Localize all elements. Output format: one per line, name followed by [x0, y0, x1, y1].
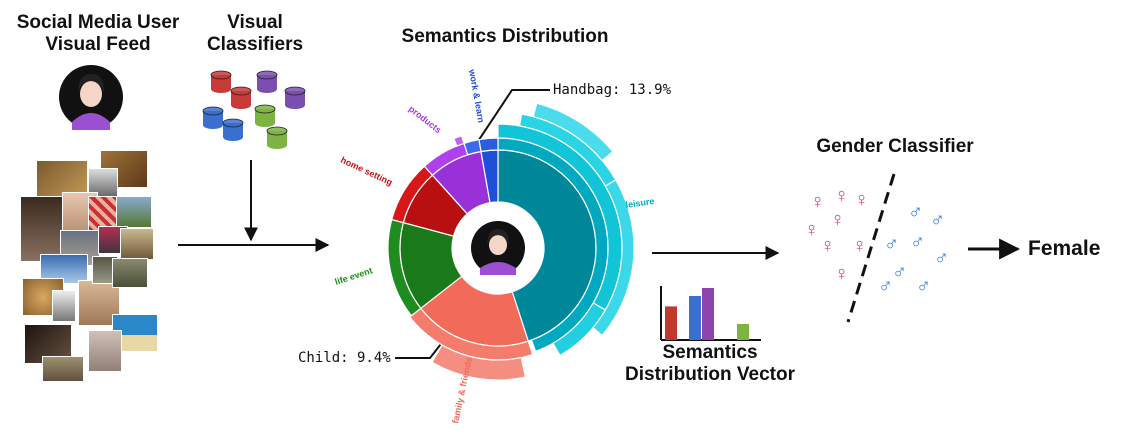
- photo-scene: [120, 228, 154, 260]
- classifiers-title: Visual Classifiers: [200, 12, 310, 56]
- ring-label-work-learn: work & learn: [467, 68, 486, 124]
- photo-street: [42, 356, 84, 382]
- vector-title: Semantics Distribution Vector: [615, 342, 805, 386]
- ring-label-life-event: life event: [334, 265, 374, 287]
- classifier-cylinder-blue: [202, 106, 224, 129]
- female-symbol-3: ♀: [854, 189, 869, 211]
- result-label: Female: [1028, 237, 1101, 260]
- photo-child: [88, 330, 122, 372]
- user-avatar: [59, 65, 123, 130]
- classifiers-title-line2: Classifiers: [206, 34, 304, 55]
- classifier-cylinder-purple-2: [284, 86, 306, 109]
- classifier-cylinder-green-2: [266, 126, 288, 149]
- distribution-vector-chart: [660, 286, 761, 341]
- classifier-cylinder-green: [254, 104, 276, 127]
- sunburst-work-ring2b: [463, 138, 482, 156]
- classifier-cylinder-purple: [256, 70, 278, 93]
- male-symbol-8: ♂: [916, 275, 931, 297]
- gender-classifier-plot: ♀ ♀ ♀♀ ♀♀ ♀♀♂ ♂♂ ♂♂♂♂ ♂: [804, 173, 949, 323]
- vector-title-line2: Distribution Vector: [625, 364, 795, 385]
- sunburst-work-ring2: [478, 137, 499, 153]
- center-avatar-hair: [487, 229, 510, 246]
- center-avatar-body: [480, 262, 516, 275]
- vector-bar-1: [665, 306, 677, 340]
- vector-bar-4: [737, 324, 749, 340]
- female-symbol-8: ♀: [834, 263, 849, 285]
- decision-boundary: [846, 173, 896, 323]
- sunburst-leisure-ring5: [532, 102, 614, 162]
- feed-title-line1: Social Media User: [16, 12, 180, 33]
- classifiers-title-line1: Visual: [227, 12, 283, 33]
- child-callout-label: Child: 9.4%: [298, 350, 391, 366]
- feed-title-line2: Visual Feed: [45, 34, 151, 55]
- male-symbol-4: ♂: [910, 231, 925, 253]
- classifier-cylinder-red: [210, 70, 232, 93]
- center-avatar-face: [489, 235, 507, 255]
- male-symbol-6: ♂: [892, 261, 907, 283]
- classifier-cylinder-red-2: [230, 86, 252, 109]
- male-symbol-1: ♂: [908, 201, 923, 223]
- ring-label-leisure: leisure: [625, 196, 655, 210]
- ring-label-products: products: [407, 104, 444, 136]
- vector-bar-2: [689, 296, 701, 340]
- photo-kid: [52, 290, 76, 322]
- sunburst-family-ring3: [431, 344, 527, 381]
- semantics-title: Semantics Distribution: [401, 26, 609, 47]
- vector-title-line1: Semantics: [662, 342, 758, 363]
- female-symbol-4: ♀: [804, 219, 819, 241]
- male-symbol-7: ♂: [878, 275, 893, 297]
- sunburst-products-ring3: [453, 135, 465, 147]
- female-symbol-7: ♀: [852, 235, 867, 257]
- classifier-cylinder-blue-2: [222, 118, 244, 141]
- female-symbol-1: ♀: [810, 191, 825, 213]
- female-symbol-5: ♀: [830, 209, 845, 231]
- male-symbol-2: ♂: [930, 209, 945, 231]
- ring-label-home-setting: home setting: [339, 155, 394, 188]
- handbag-callout-label: Handbag: 13.9%: [553, 82, 672, 98]
- photo-yard: [112, 258, 148, 288]
- male-symbol-5: ♂: [934, 247, 949, 269]
- classifier-icons: [202, 70, 306, 149]
- feed-title: Social Media User Visual Feed: [8, 12, 188, 56]
- gender-classifier-title: Gender Classifier: [816, 136, 974, 157]
- vector-bar-3: [702, 288, 714, 340]
- sunburst-leisure-ring4b: [592, 179, 635, 337]
- photo-landscape: [116, 196, 152, 228]
- male-symbol-3: ♂: [884, 233, 899, 255]
- female-symbol-6: ♀: [820, 235, 835, 257]
- female-symbol-2: ♀: [834, 185, 849, 207]
